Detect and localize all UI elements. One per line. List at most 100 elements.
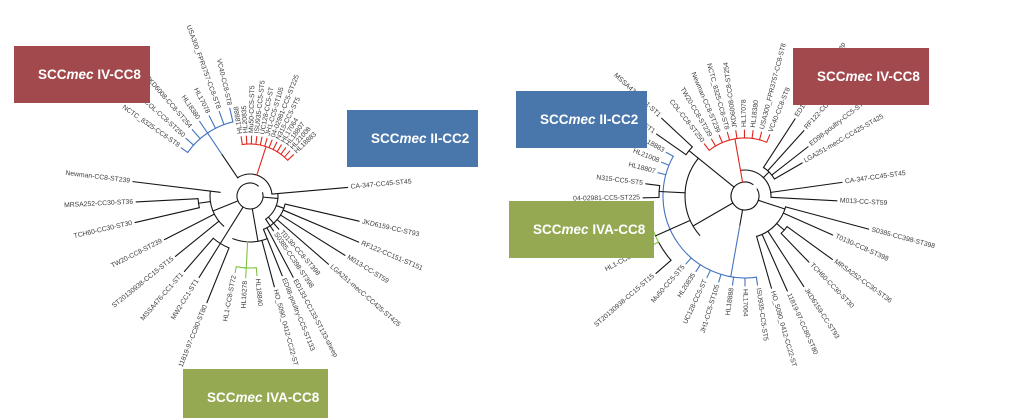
tree-connector-arc [662, 155, 757, 279]
clade-label-suffix: IVA-CC8 [262, 390, 320, 405]
tip-branch [645, 183, 661, 187]
tip-branch [767, 130, 805, 172]
tip-branch [191, 129, 201, 140]
tip-branch [185, 137, 195, 146]
clade-label-suffix: II-CC2 [595, 112, 639, 127]
tip-branch [261, 239, 275, 288]
tip-branch [264, 137, 268, 147]
taxon-label: ISU935-CC5-ST5 [754, 288, 768, 342]
tree-internal-branch [245, 241, 249, 269]
clade-label-box-left-sccmec-ii-cc2: SCCmec II-CC2 [347, 110, 479, 167]
taxon-label: HL1-CC8-ST72 [222, 275, 238, 323]
tree-internal-branch [734, 138, 744, 183]
taxon-label: HL18807 [628, 161, 657, 175]
clade-label-prefix: SCC [207, 390, 236, 405]
tip-branch [284, 203, 360, 222]
tip-branch [785, 206, 870, 230]
taxon-label: Mu50-CC5-ST5 [248, 85, 256, 133]
tree-internal-branch [739, 209, 744, 227]
tip-branch [134, 207, 200, 224]
tip-branch [695, 264, 701, 273]
taxon-label: LGA251-mecC-CC425-ST425 [328, 264, 401, 329]
tip-branch [229, 107, 234, 123]
taxon-label: MRSA252-CC30-ST36 [64, 199, 134, 210]
taxon-label: CA-347-CC45-ST45 [350, 178, 412, 190]
tip-branch [245, 267, 247, 279]
tree-internal-branch [757, 199, 786, 210]
clade-label-mec: mec [568, 112, 596, 127]
tip-branch [255, 267, 258, 277]
clade-label-mec: mec [399, 131, 427, 146]
tip-branch [282, 209, 360, 243]
tip-branch [786, 226, 833, 261]
tip-branch [761, 233, 788, 292]
taxon-label: HL17064 [742, 289, 749, 317]
taxon-label: 11819-97-CC80-ST80 [178, 304, 209, 368]
tree-connector-arc [756, 206, 787, 237]
taxon-label: N315-CC5-ST5 [596, 174, 644, 187]
tip-branch [780, 232, 810, 263]
tip-branch [703, 143, 710, 151]
tip-branch [773, 162, 803, 180]
tip-branch [665, 151, 674, 157]
clade-label-suffix: IV-CC8 [93, 67, 141, 82]
clade-label-prefix: SCC [533, 222, 562, 237]
tip-branch [771, 146, 809, 176]
tip-branch [280, 147, 287, 155]
tree-internal-branch [776, 223, 785, 231]
tip-branch [183, 237, 214, 273]
tree-connector-arc [232, 238, 268, 243]
taxon-label: HL18380 [750, 99, 760, 127]
tip-branch [767, 230, 805, 288]
tip-branch [718, 273, 722, 283]
tree-internal-branch [219, 206, 244, 245]
taxon-label: T0130-CC8-ST398 [834, 233, 890, 263]
clade-label-mec: mec [235, 390, 263, 405]
clade-label-suffix: IV-CC8 [872, 69, 920, 84]
tip-branch [135, 198, 199, 203]
tip-branch [279, 214, 346, 256]
tree-internal-branch [275, 205, 285, 209]
tree-connector-arc [684, 157, 701, 236]
clade-label-prefix: SCC [38, 67, 67, 82]
tree-internal-branch [221, 153, 239, 179]
tip-branch [199, 120, 209, 134]
taxon-label: HL18840 [254, 278, 263, 306]
tip-branch [718, 134, 723, 144]
tip-branch [756, 235, 773, 289]
tip-branch [268, 139, 273, 149]
tree-internal-branch [251, 208, 259, 242]
clade-label-box-left-sccmec-iv-cc8: SCCmec IV-CC8 [14, 46, 150, 103]
tip-branch [758, 131, 763, 141]
tip-branch [751, 129, 754, 139]
tip-branch [770, 196, 838, 202]
tip-branch [755, 276, 759, 286]
clade-label-mec: mec [66, 67, 94, 82]
tip-branch [174, 220, 220, 257]
tree-internal-branch [256, 145, 267, 176]
clade-label-mec: mec [561, 222, 589, 237]
tip-branch [163, 213, 215, 241]
tip-branch [661, 161, 670, 166]
tip-branch [265, 218, 275, 232]
tree-internal-branch [762, 171, 770, 179]
clade-label-prefix: SCC [371, 131, 400, 146]
taxon-label: S0385-CC398-ST398 [871, 227, 936, 251]
tip-branch [272, 141, 278, 151]
tip-branch [661, 117, 693, 148]
tip-branch [766, 134, 771, 143]
tree-connector-arc [237, 173, 273, 195]
tip-branch [132, 181, 221, 193]
tip-branch [726, 131, 731, 141]
tip-branch [255, 135, 258, 145]
tree-internal-branch [197, 201, 211, 204]
taxon-label: CA-347-CC45-ST45 [845, 170, 907, 185]
tip-branch [276, 144, 282, 153]
tip-branch [655, 259, 672, 274]
clade-label-box-right-sccmec-ii-cc2: SCCmec II-CC2 [516, 91, 648, 148]
tip-branch [276, 219, 330, 265]
tree-internal-branch [206, 132, 223, 156]
tip-branch [731, 276, 735, 286]
tree-internal-branch [688, 150, 735, 188]
